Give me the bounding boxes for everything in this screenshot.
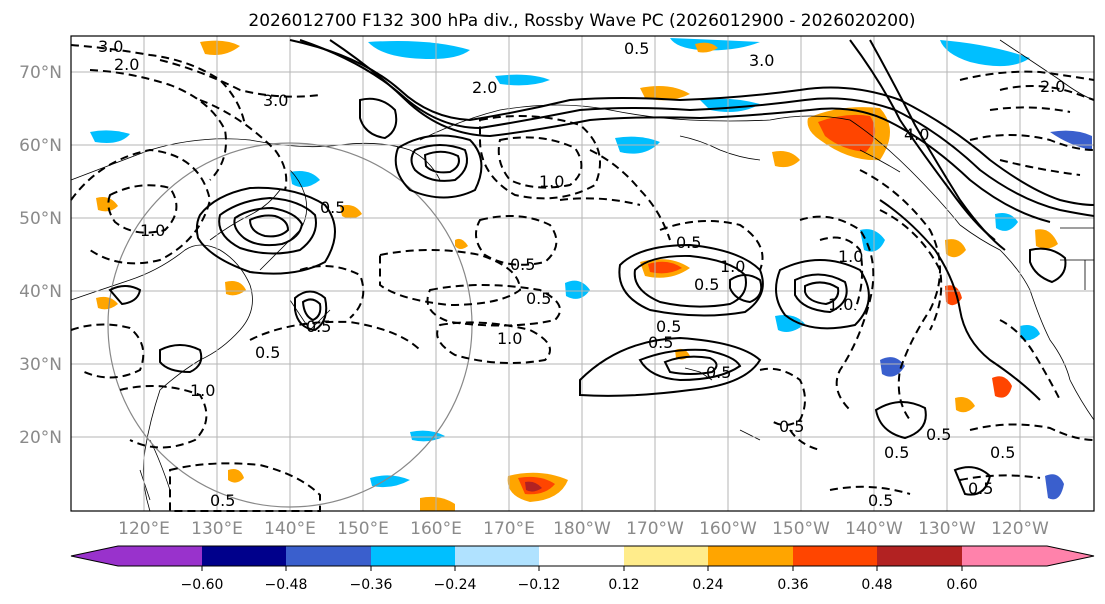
colorbar-tick-label: −0.48 — [265, 577, 308, 593]
lon-label: 140°W — [845, 519, 903, 539]
contour-label: 1.0 — [140, 221, 165, 240]
contour-label: 0.5 — [526, 289, 551, 308]
contour-label: 2.0 — [472, 78, 497, 97]
lon-label: 120°W — [991, 519, 1049, 539]
colorbar-segment — [371, 546, 455, 566]
lat-label: 60°N — [19, 136, 62, 156]
contour-label: 0.5 — [676, 233, 701, 252]
contour-label: 0.5 — [926, 425, 951, 444]
colorbar-extend-min — [71, 546, 118, 566]
colorbar-tick-label: 0.48 — [861, 577, 892, 593]
contour-label: 0.5 — [706, 363, 731, 382]
lon-label: 170°W — [626, 519, 684, 539]
colorbar-tick-label: 0.24 — [692, 577, 723, 593]
contour-label: 0.5 — [884, 443, 909, 462]
colorbar-segment — [455, 546, 539, 566]
contour-label: 0.5 — [656, 317, 681, 336]
contour-labels: 3.0 2.0 3.0 2.0 1.0 0.5 0.5 0.5 0.5 1.0 … — [98, 37, 1065, 510]
contour-label: 3.0 — [749, 51, 774, 70]
lon-label: 160°W — [699, 519, 757, 539]
colorbar-tick-label: −0.36 — [350, 577, 393, 593]
lon-label: 180°W — [553, 519, 611, 539]
lat-label: 40°N — [19, 282, 62, 302]
longitude-labels: 120°E 130°E 140°E 150°E 160°E 170°E 180°… — [118, 519, 1049, 539]
map-panel: 3.0 2.0 3.0 2.0 1.0 0.5 0.5 0.5 0.5 1.0 … — [70, 35, 1095, 512]
contour-label: 0.5 — [624, 39, 649, 58]
colorbar-outline — [70, 545, 1095, 567]
contour-label: 0.5 — [210, 491, 235, 510]
positive-contours — [108, 39, 1095, 496]
contour-label: 1.0 — [720, 257, 745, 276]
lon-label: 150°W — [772, 519, 830, 539]
contour-label: 0.5 — [648, 333, 673, 352]
contour-label: 0.5 — [694, 275, 719, 294]
contour-label: 0.5 — [255, 343, 280, 362]
colorbar-tick-label: 0.60 — [946, 577, 977, 593]
lat-label: 20°N — [19, 428, 62, 448]
latitude-labels: 70°N 60°N 50°N 40°N 30°N 20°N — [19, 63, 62, 448]
contour-label: 2.0 — [1040, 77, 1065, 96]
colorbar-segment — [539, 546, 624, 566]
colorbar-tick-label: 0.36 — [777, 577, 808, 593]
colorbar-tick-label: −0.12 — [518, 577, 561, 593]
contour-label: 0.5 — [306, 317, 331, 336]
colorbar-segment — [708, 546, 793, 566]
lon-label: 150°E — [337, 519, 389, 539]
contour-label: 1.0 — [497, 329, 522, 348]
contour-label: 0.5 — [510, 255, 535, 274]
lon-label: 140°E — [264, 519, 316, 539]
lon-label: 170°E — [483, 519, 535, 539]
lon-label: 120°E — [118, 519, 170, 539]
contour-label: 0.5 — [320, 198, 345, 217]
colorbar-tick-label: −0.60 — [181, 577, 224, 593]
contour-label: 3.0 — [263, 91, 288, 110]
colorbar-tick-label: 0.12 — [608, 577, 639, 593]
map-frame — [70, 35, 1095, 512]
colorbar: −0.60 −0.48 −0.36 −0.24 −0.12 0.12 0.24 … — [70, 545, 1095, 593]
contour-label: 1.0 — [539, 172, 564, 191]
lon-label: 130°E — [191, 519, 243, 539]
lat-label: 70°N — [19, 63, 62, 83]
colorbar-segment — [118, 546, 202, 566]
lon-label: 160°E — [410, 519, 462, 539]
contour-label: 1.0 — [190, 381, 215, 400]
lat-label: 50°N — [19, 209, 62, 229]
contour-label: 1.0 — [838, 247, 863, 266]
colorbar-segment — [877, 546, 962, 566]
contour-label: 0.5 — [968, 479, 993, 498]
colorbar-tick-label: −0.24 — [434, 577, 477, 593]
colorbar-extend-max — [1047, 546, 1094, 566]
contour-label: 4.0 — [904, 125, 929, 144]
lon-label: 130°W — [918, 519, 976, 539]
contour-label: 0.5 — [779, 417, 804, 436]
lat-label: 30°N — [19, 355, 62, 375]
colorbar-ticks — [201, 566, 963, 571]
graticule — [71, 36, 1094, 511]
contour-label: 2.0 — [114, 55, 139, 74]
contour-label: 3.0 — [98, 37, 123, 56]
negative-contours — [70, 44, 1095, 512]
contour-label: 0.5 — [868, 491, 893, 510]
contour-label: 1.0 — [828, 295, 853, 314]
colorbar-segment — [962, 546, 1047, 566]
colorbar-segment — [624, 546, 708, 566]
colorbar-segment — [286, 546, 371, 566]
contour-label: 0.5 — [990, 443, 1015, 462]
colorbar-segment — [793, 546, 877, 566]
map-title: 2026012700 F132 300 hPa div., Rossby Wav… — [248, 11, 915, 31]
colorbar-segment — [202, 546, 286, 566]
